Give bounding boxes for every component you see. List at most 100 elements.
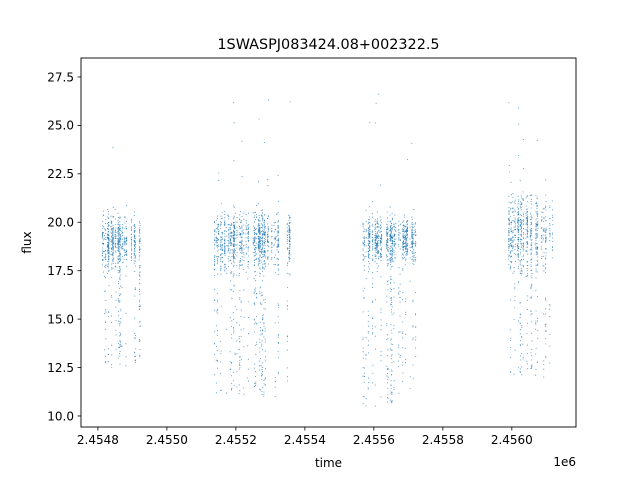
data-point: [365, 277, 367, 280]
data-point: [139, 233, 141, 235]
data-point: [119, 331, 121, 333]
data-point: [214, 289, 216, 291]
data-point: [518, 214, 520, 216]
data-point: [531, 367, 533, 369]
data-point: [545, 242, 547, 244]
data-point: [367, 247, 369, 250]
data-point: [549, 304, 551, 306]
data-point: [535, 236, 537, 238]
data-point: [258, 228, 260, 230]
data-point: [114, 218, 116, 220]
data-point: [134, 333, 136, 335]
data-point: [117, 249, 119, 251]
data-point: [392, 235, 394, 237]
data-point: [278, 238, 280, 240]
data-point: [112, 256, 114, 258]
data-point: [229, 249, 231, 251]
data-point: [536, 224, 538, 226]
data-point: [508, 223, 510, 225]
data-point: [412, 260, 414, 262]
data-point: [526, 260, 528, 263]
data-point: [288, 241, 290, 243]
x-offset-label: 1e6: [553, 455, 576, 469]
data-point: [545, 355, 547, 357]
data-point: [374, 247, 376, 249]
data-point: [267, 229, 270, 231]
data-point: [233, 237, 235, 239]
data-point: [552, 219, 554, 222]
data-point: [215, 245, 217, 247]
data-point: [541, 211, 543, 213]
data-point: [255, 321, 257, 323]
data-point: [391, 374, 393, 376]
data-point: [229, 259, 231, 261]
data-point: [221, 236, 223, 238]
data-point: [112, 245, 114, 248]
data-point: [508, 228, 510, 230]
data-point: [112, 242, 114, 244]
data-point: [262, 255, 264, 257]
data-point: [398, 353, 400, 355]
data-point: [240, 265, 242, 267]
data-point: [230, 272, 233, 274]
data-point: [239, 260, 242, 262]
data-point: [403, 233, 405, 235]
data-point: [409, 376, 411, 378]
data-point: [369, 257, 371, 259]
data-point: [220, 305, 222, 307]
data-point: [402, 332, 404, 334]
data-point: [535, 224, 537, 226]
data-point: [263, 253, 265, 255]
data-point: [531, 194, 533, 196]
data-point: [393, 389, 395, 391]
data-point: [371, 213, 373, 215]
data-point: [520, 197, 522, 199]
data-point: [255, 252, 257, 254]
data-point: [239, 259, 241, 261]
data-point: [263, 395, 265, 398]
data-point: [126, 227, 128, 229]
data-point: [536, 210, 538, 212]
data-point: [214, 228, 216, 231]
data-point: [517, 256, 519, 258]
data-point: [551, 216, 554, 218]
data-point: [520, 202, 523, 204]
data-point: [414, 244, 417, 246]
data-point: [102, 231, 105, 234]
data-point: [267, 223, 269, 225]
data-point: [131, 253, 133, 255]
data-point: [259, 251, 261, 253]
data-point: [551, 214, 553, 216]
data-point: [387, 244, 389, 246]
data-point: [119, 340, 121, 342]
data-point: [247, 317, 250, 319]
data-point: [407, 227, 409, 229]
data-point: [245, 214, 247, 216]
data-point: [119, 247, 121, 249]
data-point: [112, 260, 114, 262]
data-point: [263, 275, 265, 277]
data-point: [105, 311, 107, 313]
data-point: [508, 201, 510, 203]
data-point: [107, 255, 109, 257]
data-point: [393, 282, 395, 284]
data-point: [405, 226, 407, 228]
data-point: [115, 329, 117, 331]
data-point: [415, 339, 417, 341]
data-point: [394, 229, 396, 231]
data-point: [119, 267, 121, 269]
data-point: [267, 185, 269, 187]
data-point: [526, 275, 528, 277]
data-point: [513, 239, 515, 241]
data-point: [289, 234, 291, 236]
data-point: [527, 226, 529, 228]
data-point: [551, 246, 554, 249]
data-point: [522, 248, 524, 250]
data-point: [512, 250, 514, 252]
data-point: [243, 231, 245, 233]
data-point: [227, 240, 229, 242]
data-point: [542, 211, 544, 213]
data-point: [117, 243, 119, 245]
data-point: [243, 393, 245, 395]
data-point: [228, 241, 230, 243]
